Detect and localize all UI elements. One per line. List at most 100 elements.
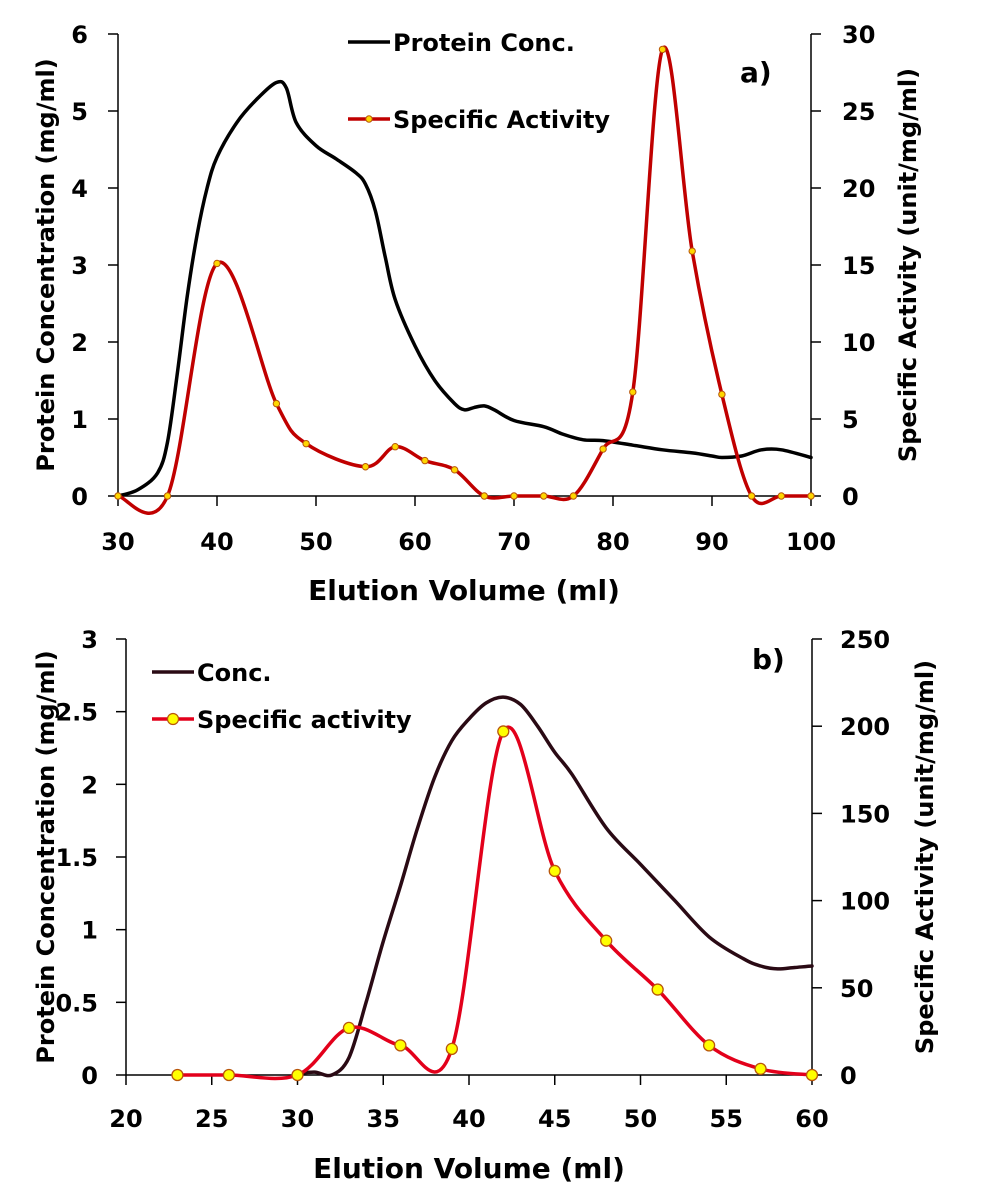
- y2-tick-label: 50: [840, 975, 873, 1003]
- y2-tick-label: 20: [842, 175, 875, 203]
- panel-a-y2label: Specific Activity (unit/mg/ml): [894, 68, 922, 462]
- y-tick-label: 4: [71, 175, 88, 203]
- data-point-specific-activity: [805, 1068, 819, 1082]
- data-point-specific-activity: [629, 388, 637, 396]
- data-point-specific-activity: [688, 247, 696, 255]
- y-tick-label: 2: [81, 771, 98, 799]
- x-tick-label: 25: [195, 1105, 228, 1133]
- y2-tick-label: 15: [842, 252, 875, 280]
- y2-tick-label: 0: [842, 483, 859, 511]
- legend-marker-specific-activity: [365, 115, 373, 123]
- y-tick-label: 0: [71, 483, 88, 511]
- data-point-specific-activity: [658, 45, 667, 54]
- y2-tick-label: 150: [840, 800, 890, 828]
- x-tick-label: 40: [452, 1105, 485, 1133]
- series-line-specific-activity: [116, 45, 813, 515]
- y-tick-label: 1: [81, 917, 98, 945]
- legend-label-protein-conc: Protein Conc.: [393, 29, 575, 57]
- x-tick-label: 20: [109, 1105, 142, 1133]
- y-tick-label: 2.5: [55, 699, 98, 727]
- panel-a-label: a): [740, 56, 772, 89]
- data-point-specific-activity: [480, 492, 488, 500]
- data-point-specific-activity: [272, 399, 281, 408]
- data-point-specific-activity: [510, 492, 518, 500]
- data-point-specific-activity: [171, 1068, 184, 1082]
- data-point-specific-activity: [445, 1042, 459, 1055]
- data-point-specific-activity: [394, 1039, 407, 1052]
- panel-b-xlabel: Elution Volume (ml): [313, 1152, 625, 1185]
- data-point-specific-activity: [754, 1062, 767, 1076]
- y2-tick-label: 10: [842, 329, 875, 357]
- data-point-specific-activity: [807, 492, 815, 500]
- panel-a-xlabel: Elution Volume (ml): [308, 574, 620, 607]
- panel-b-ylabel: Protein Concentration (mg/ml): [32, 650, 60, 1063]
- panel-a-ylabel: Protein Concentration (mg/ml): [32, 58, 60, 471]
- y-tick-label: 0.5: [55, 989, 98, 1017]
- x-tick-label: 50: [624, 1105, 657, 1133]
- panel-b-label: b): [752, 643, 785, 676]
- x-tick-label: 60: [398, 528, 431, 556]
- data-point-specific-activity: [497, 725, 510, 738]
- panel-b-legend: Conc. Specific activity: [152, 659, 412, 734]
- y-tick-label: 6: [71, 21, 88, 49]
- y-tick-label: 3: [71, 252, 88, 280]
- x-tick-label: 45: [538, 1105, 571, 1133]
- x-tick-label: 80: [596, 528, 629, 556]
- y-tick-label: 1.5: [55, 844, 98, 872]
- data-point-specific-activity: [569, 492, 578, 500]
- y2-tick-label: 100: [840, 888, 890, 916]
- data-point-specific-activity: [747, 492, 756, 500]
- data-point-specific-activity: [450, 466, 459, 474]
- y2-tick-label: 200: [840, 713, 890, 741]
- y2-tick-label: 0: [840, 1062, 857, 1090]
- y-tick-label: 1: [71, 406, 88, 434]
- legend-marker-specific-activity-b: [166, 712, 180, 726]
- x-tick-label: 30: [101, 528, 134, 556]
- data-point-specific-activity: [702, 1039, 716, 1052]
- legend-label-specific-activity-b: Specific activity: [197, 706, 412, 734]
- panel-a-series: [114, 45, 815, 515]
- legend-label-specific-activity: Specific Activity: [393, 106, 610, 134]
- y2-tick-label: 5: [842, 406, 859, 434]
- y2-tick-label: 250: [840, 626, 890, 654]
- series-line-protein-conc: [116, 79, 813, 498]
- x-tick-label: 30: [281, 1105, 314, 1133]
- data-point-specific-activity: [421, 456, 429, 465]
- y2-tick-label: 30: [842, 21, 875, 49]
- x-tick-label: 40: [200, 528, 233, 556]
- panel-a-legend: Protein Conc. Specific Activity: [348, 29, 610, 134]
- y-tick-label: 5: [71, 98, 88, 126]
- y-tick-label: 3: [81, 626, 98, 654]
- data-point-specific-activity: [361, 463, 370, 471]
- y-tick-label: 0: [81, 1062, 98, 1090]
- data-point-specific-activity: [718, 390, 726, 399]
- panel-b-axes: 20 25 30 35 40 45 50 55 6000.511.522.53050100150…: [55, 626, 890, 1133]
- legend-label-conc: Conc.: [197, 659, 272, 687]
- data-point-specific-activity: [302, 439, 310, 448]
- panel-b-series: [171, 695, 819, 1082]
- panel-b-y2label: Specific Activity (unit/mg/ml): [911, 660, 939, 1054]
- data-point-specific-activity: [600, 934, 613, 947]
- panel-b: 20 25 30 35 40 45 50 55 6000.511.522.53050100150…: [32, 626, 939, 1185]
- data-point-specific-activity: [114, 492, 122, 500]
- x-tick-label: 55: [710, 1105, 743, 1133]
- x-tick-label: 70: [497, 528, 530, 556]
- x-tick-label: 100: [786, 528, 836, 556]
- data-point-specific-activity: [213, 259, 221, 268]
- data-point-specific-activity: [548, 864, 561, 878]
- data-point-specific-activity: [342, 1021, 356, 1035]
- data-point-specific-activity: [777, 492, 785, 500]
- series-line-specific-activity: [175, 725, 814, 1081]
- x-tick-label: 50: [299, 528, 332, 556]
- x-tick-label: 60: [795, 1105, 828, 1133]
- data-point-specific-activity: [391, 443, 399, 451]
- y-tick-label: 2: [71, 329, 88, 357]
- data-point-specific-activity: [651, 983, 664, 996]
- y2-tick-label: 25: [842, 98, 875, 126]
- data-point-specific-activity: [540, 492, 548, 500]
- x-tick-label: 35: [367, 1105, 400, 1133]
- series-line-conc: [295, 695, 814, 1078]
- data-point-specific-activity: [222, 1068, 236, 1082]
